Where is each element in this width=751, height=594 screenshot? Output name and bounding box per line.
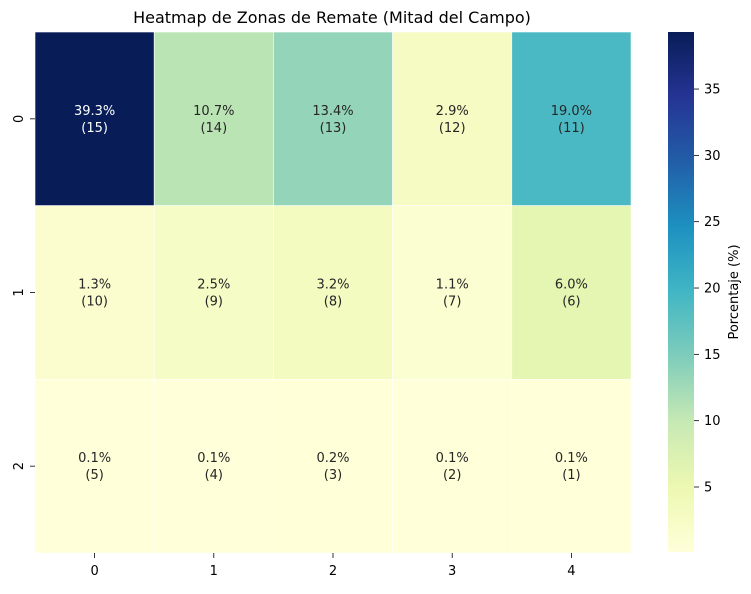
x-tick-label: 1 — [210, 564, 218, 579]
cell-percentage-label: 0.1% — [555, 451, 588, 466]
y-tick-label: 2 — [12, 462, 27, 470]
colorbar-tick-label: 15 — [704, 348, 721, 363]
cell-percentage-label: 6.0% — [555, 278, 588, 293]
cell-percentage-label: 3.2% — [316, 278, 349, 293]
cell-percentage-label: 1.1% — [436, 278, 469, 293]
y-tick-label: 1 — [12, 288, 27, 296]
heatmap-cell — [511, 379, 632, 554]
cell-zone-label: (11) — [558, 121, 585, 136]
cell-zone-label: (5) — [85, 468, 103, 483]
heatmap-cell — [153, 205, 274, 380]
heatmap-cell — [34, 205, 155, 380]
heatmap-cell — [273, 31, 393, 206]
x-tick-label: 4 — [567, 564, 575, 579]
colorbar-tick-label: 5 — [704, 481, 712, 496]
heatmap-cell — [34, 31, 155, 206]
heatmap-cell — [153, 379, 274, 554]
colorbar-tick-label: 35 — [704, 83, 721, 98]
colorbar-tick-label: 30 — [704, 149, 721, 164]
y-axis: 0 1 2 — [12, 115, 35, 470]
cell-zone-label: (8) — [324, 295, 342, 310]
cell-zone-label: (2) — [443, 468, 461, 483]
cell-percentage-label: 13.4% — [312, 104, 353, 119]
heatmap-cell — [273, 205, 393, 380]
cell-percentage-label: 0.1% — [197, 451, 230, 466]
cell-zone-label: (7) — [443, 295, 461, 310]
cell-percentage-label: 2.9% — [436, 104, 469, 119]
cell-percentage-label: 0.1% — [436, 451, 469, 466]
x-tick-label: 2 — [329, 564, 337, 579]
heatmap-cell — [392, 205, 513, 380]
cell-zone-label: (6) — [562, 295, 580, 310]
heatmap-cell — [392, 31, 513, 206]
cell-zone-label: (10) — [81, 295, 108, 310]
cell-zone-label: (1) — [562, 468, 580, 483]
cell-percentage-label: 1.3% — [78, 278, 111, 293]
cell-zone-label: (4) — [205, 468, 223, 483]
colorbar-tick-label: 20 — [704, 282, 721, 297]
cell-zone-label: (15) — [81, 121, 108, 136]
cell-percentage-label: 0.2% — [316, 451, 349, 466]
cell-zone-label: (14) — [200, 121, 227, 136]
y-tick-label: 0 — [12, 115, 27, 123]
colorbar-tick-label: 25 — [704, 215, 721, 230]
colorbar-label: Porcentaje (%) — [727, 244, 742, 339]
cell-percentage-label: 2.5% — [197, 278, 230, 293]
heatmap-cells: 39.3% (15) 10.7% (14) 13.4% (13) 2.9% (12) 19.0%… — [34, 31, 632, 554]
heatmap-cell — [273, 379, 393, 554]
cell-percentage-label: 10.7% — [193, 104, 234, 119]
colorbar: 5 10 15 20 25 30 35 Porcentaje (%) — [668, 32, 742, 552]
cell-percentage-label: 39.3% — [74, 104, 115, 119]
colorbar-gradient — [668, 32, 694, 552]
cell-zone-label: (13) — [320, 121, 347, 136]
colorbar-tick-label: 10 — [704, 414, 721, 429]
heatmap-cell — [511, 205, 632, 380]
x-axis: 0 1 2 3 4 — [90, 553, 576, 579]
heatmap-cell — [34, 379, 155, 554]
x-tick-label: 0 — [90, 564, 98, 579]
cell-percentage-label: 0.1% — [78, 451, 111, 466]
heatmap-cell — [153, 31, 274, 206]
cell-zone-label: (3) — [324, 468, 342, 483]
cell-percentage-label: 19.0% — [551, 104, 592, 119]
cell-zone-label: (12) — [439, 121, 466, 136]
cell-zone-label: (9) — [205, 295, 223, 310]
x-tick-label: 3 — [448, 564, 456, 579]
heatmap-cell — [511, 31, 632, 206]
chart-title: Heatmap de Zonas de Remate (Mitad del Ca… — [133, 8, 531, 27]
